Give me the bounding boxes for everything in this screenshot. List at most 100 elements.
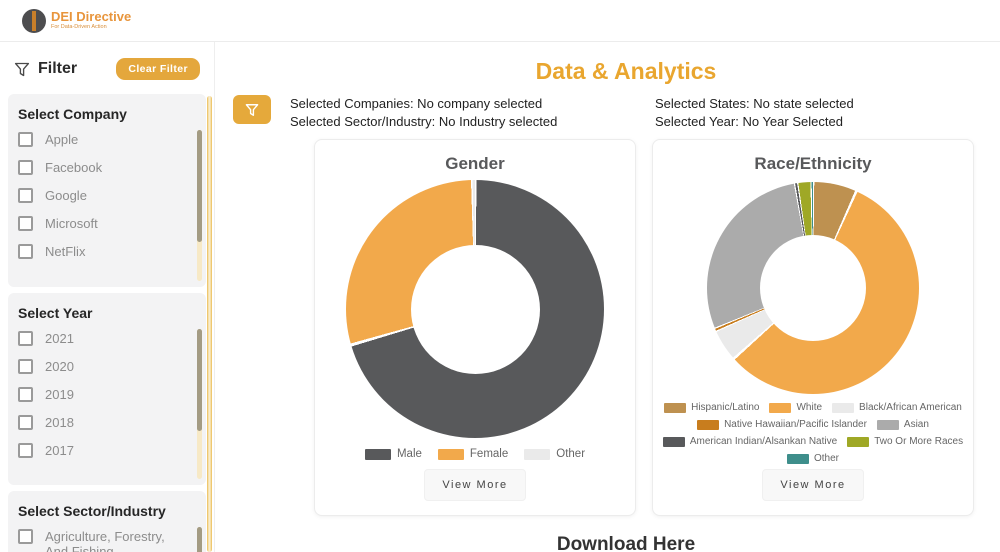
legend-item: American Indian/Alsankan Native: [662, 436, 837, 447]
option-label: 2017: [45, 443, 74, 458]
checkbox[interactable]: [18, 132, 33, 147]
option-label: Apple: [45, 132, 79, 147]
select-year-label: Select Year: [18, 305, 93, 321]
checkbox-option[interactable]: Facebook: [18, 160, 192, 175]
brand-tagline: For Data-Driven Action: [51, 24, 107, 30]
select-company-panel: Select Company Apple Facebook Google Micros…: [8, 94, 206, 287]
checkbox-option[interactable]: Apple: [18, 132, 192, 147]
legend-label: Hispanic/Latino: [691, 402, 760, 413]
option-label: 2020: [45, 359, 74, 374]
checkbox[interactable]: [18, 331, 33, 346]
brand-name: DEI Directive: [51, 9, 132, 24]
filter-summary: Selected Companies: No company selected …: [233, 95, 1000, 131]
option-label: Microsoft: [45, 216, 98, 231]
legend-item: Other: [786, 453, 839, 464]
filter-sidebar: Filter Clear Filter Select Company Apple…: [0, 42, 215, 552]
legend-swatch: [437, 448, 464, 460]
race-legend: Hispanic/Latino White Black/African Americ…: [657, 402, 969, 464]
select-year-panel: Select Year 2021 2020 2019 2018 2017: [8, 293, 206, 485]
legend-swatch: [832, 402, 855, 413]
legend-item: Female: [437, 448, 509, 460]
checkbox-option[interactable]: Microsoft: [18, 216, 192, 231]
checkbox[interactable]: [18, 244, 33, 259]
checkbox-option[interactable]: Agriculture, Forestry, And Fishing: [18, 529, 192, 552]
gender-donut-chart: [346, 180, 604, 438]
checkbox[interactable]: [18, 160, 33, 175]
page-title: Data & Analytics: [535, 58, 717, 84]
option-label: 2018: [45, 415, 74, 430]
next-section-heading: Download Here: [556, 534, 696, 552]
option-label: NetFlix: [45, 244, 86, 259]
checkbox[interactable]: [18, 443, 33, 458]
legend-label: Two Or More Races: [874, 436, 964, 447]
logo[interactable]: DEI Directive For Data-Driven Action: [22, 8, 132, 33]
checkbox-option[interactable]: 2020: [18, 359, 192, 374]
company-list-scrollbar[interactable]: [197, 130, 202, 281]
select-sector-label: Select Sector/Industry: [18, 503, 166, 519]
legend-swatch: [524, 448, 551, 460]
option-label: 2021: [45, 331, 74, 346]
legend-item: Other: [524, 448, 585, 460]
legend-swatch: [769, 402, 792, 413]
legend-label: Other: [556, 448, 586, 460]
legend-item: Two Or More Races: [847, 436, 963, 447]
selected-companies-text: Selected Companies: No company selected: [290, 96, 543, 111]
legend-swatch: [876, 419, 899, 430]
checkbox[interactable]: [18, 415, 33, 430]
checkbox-option[interactable]: 2021: [18, 331, 192, 346]
option-label: Google: [45, 188, 87, 203]
race-chart-card: Race/Ethnicity Hispanic/Latino White Black…: [652, 139, 974, 516]
legend-swatch: [664, 402, 687, 413]
sector-list-scrollbar[interactable]: [197, 527, 202, 552]
checkbox-option[interactable]: NetFlix: [18, 244, 192, 259]
legend-label: Native Hawaiian/Pacific Islander: [724, 419, 867, 430]
checkbox-option[interactable]: 2017: [18, 443, 192, 458]
checkbox[interactable]: [18, 387, 33, 402]
legend-item: White: [769, 402, 822, 413]
legend-item: Native Hawaiian/Pacific Islander: [697, 419, 867, 430]
legend-item: Asian: [876, 419, 929, 430]
legend-label: Female: [469, 448, 509, 460]
funnel-icon: [245, 103, 259, 116]
race-chart-title: Race/Ethnicity: [754, 154, 872, 173]
sidebar-scrollbar[interactable]: [207, 96, 212, 552]
checkbox[interactable]: [18, 188, 33, 203]
legend-label: Male: [396, 448, 422, 460]
legend-swatch: [364, 448, 391, 460]
legend-swatch: [697, 419, 720, 430]
gender-chart-title: Gender: [445, 154, 505, 173]
legend-swatch: [662, 436, 685, 447]
checkbox[interactable]: [18, 529, 33, 544]
checkbox-option[interactable]: 2019: [18, 387, 192, 402]
year-list-scrollbar[interactable]: [197, 329, 202, 479]
logo-icon: [22, 8, 46, 33]
clear-filter-button[interactable]: Clear Filter: [116, 58, 200, 80]
legend-label: White: [796, 402, 823, 413]
legend-item: Black/African American: [832, 402, 962, 413]
main-content: Data & Analytics Selected Companies: No …: [215, 42, 1000, 552]
select-sector-panel: Select Sector/Industry Agriculture, Fore…: [8, 491, 206, 552]
checkbox[interactable]: [18, 359, 33, 374]
selected-states-text: Selected States: No state selected: [655, 96, 854, 111]
option-label: Facebook: [45, 160, 103, 175]
select-company-label: Select Company: [18, 106, 127, 122]
legend-item: Hispanic/Latino: [664, 402, 759, 413]
option-label: 2019: [45, 387, 74, 402]
legend-item: Male: [364, 448, 422, 460]
race-view-more-button[interactable]: View More: [762, 469, 864, 501]
gender-chart-card: Gender Male Female Other View More: [314, 139, 636, 516]
selected-year-text: Selected Year: No Year Selected: [655, 114, 843, 129]
option-label: Agriculture, Forestry, And Fishing: [45, 529, 165, 552]
race-donut-chart: [707, 182, 919, 394]
legend-label: Asian: [903, 419, 929, 430]
legend-swatch: [847, 436, 870, 447]
legend-label: Black/African American: [859, 402, 962, 413]
gender-legend: Male Female Other: [364, 448, 585, 460]
checkbox-option[interactable]: 2018: [18, 415, 192, 430]
gender-view-more-button[interactable]: View More: [424, 469, 526, 501]
legend-label: Other: [813, 453, 839, 464]
checkbox-option[interactable]: Google: [18, 188, 192, 203]
filter-toggle-button[interactable]: [233, 95, 271, 124]
checkbox[interactable]: [18, 216, 33, 231]
